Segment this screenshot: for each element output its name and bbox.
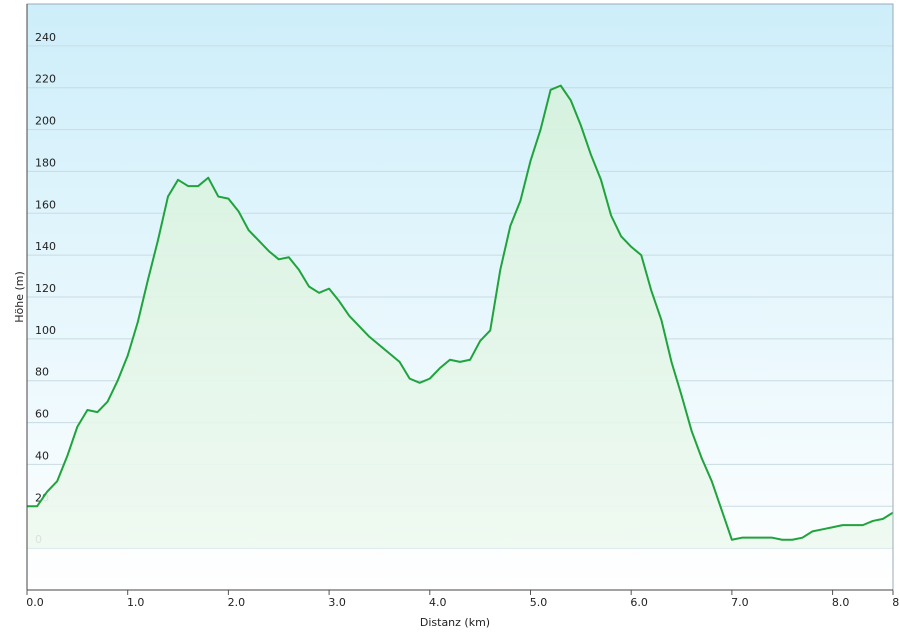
y-tick-label: 240 [35,31,56,44]
y-tick-label: 200 [35,115,56,128]
x-tick-label: 8.6 [892,596,900,609]
x-tick-label: 3.0 [328,596,346,609]
x-tick-label: 6.0 [630,596,648,609]
x-tick-label: 5.0 [530,596,548,609]
y-tick-label: 60 [35,408,49,421]
x-tick-label: 1.0 [127,596,145,609]
y-axis-title: Höhe (m) [13,271,26,323]
x-axis-title: Distanz (km) [420,616,490,629]
y-tick-label: 120 [35,282,56,295]
x-tick-label: 2.0 [228,596,246,609]
x-tick-label: 4.0 [429,596,447,609]
y-tick-label: 40 [35,449,49,462]
y-tick-label: 160 [35,198,56,211]
area-fill [27,85,893,549]
y-tick-label: 100 [35,324,56,337]
y-tick-label: 220 [35,73,56,86]
y-tick-label: 80 [35,366,49,379]
x-tick-label: 7.0 [731,596,749,609]
y-tick-label: 140 [35,240,56,253]
y-tick-label: 180 [35,156,56,169]
elevation-line [27,84,894,541]
x-tick-label: 8.0 [832,596,850,609]
x-tick-label: 0.0 [26,596,44,609]
